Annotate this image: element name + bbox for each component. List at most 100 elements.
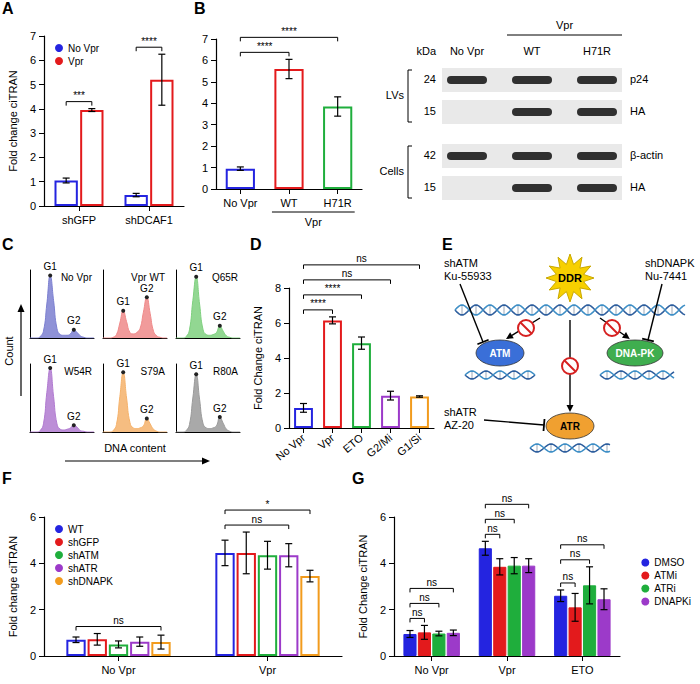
svg-text:shGFP: shGFP: [68, 537, 99, 548]
svg-text:G1/Si: G1/Si: [395, 431, 424, 458]
svg-text:6: 6: [380, 511, 386, 523]
svg-text:15: 15: [424, 105, 436, 117]
svg-text:shDNAPK: shDNAPK: [68, 576, 113, 587]
svg-text:p24: p24: [630, 73, 648, 85]
svg-text:6: 6: [30, 54, 36, 66]
svg-text:G1: G1: [117, 296, 131, 307]
svg-text:DNA-PK: DNA-PK: [616, 348, 656, 359]
svg-text:2: 2: [30, 604, 36, 616]
svg-text:2: 2: [202, 140, 208, 152]
svg-text:ATM: ATM: [490, 348, 511, 359]
svg-text:4: 4: [202, 97, 208, 109]
svg-text:ns: ns: [570, 548, 581, 559]
svg-text:DNAPKi: DNAPKi: [654, 596, 691, 607]
svg-text:4: 4: [30, 103, 36, 115]
svg-text:WT: WT: [280, 197, 297, 209]
svg-text:H71R: H71R: [324, 197, 352, 209]
svg-text:shATR: shATR: [444, 406, 477, 418]
svg-text:No Vpr: No Vpr: [273, 431, 307, 462]
svg-text:G2: G2: [213, 311, 227, 322]
svg-text:G1: G1: [44, 261, 58, 272]
svg-text:Vpr: Vpr: [498, 664, 515, 676]
svg-text:3: 3: [30, 127, 36, 139]
svg-text:Vpr: Vpr: [556, 19, 573, 31]
svg-text:Q65R: Q65R: [212, 272, 238, 283]
svg-text:kDa: kDa: [416, 45, 436, 57]
svg-text:shATR: shATR: [68, 563, 98, 574]
svg-text:Fold Change ciTRAN: Fold Change ciTRAN: [252, 306, 264, 410]
svg-text:shGFP: shGFP: [62, 214, 96, 226]
svg-text:****: ****: [310, 298, 326, 309]
svg-text:DDR: DDR: [558, 272, 582, 284]
svg-text:No Vpr: No Vpr: [223, 197, 258, 209]
svg-text:G1: G1: [190, 262, 204, 273]
svg-text:Count: Count: [3, 336, 15, 365]
svg-text:No Vpr: No Vpr: [450, 45, 485, 57]
svg-text:W54R: W54R: [64, 366, 92, 377]
svg-text:G2: G2: [67, 315, 81, 326]
svg-text:R80A: R80A: [213, 366, 238, 377]
svg-text:ns: ns: [502, 493, 513, 504]
svg-text:4: 4: [380, 557, 386, 569]
svg-text:ns: ns: [577, 533, 588, 544]
svg-text:ETO: ETO: [340, 431, 365, 455]
svg-text:****: ****: [141, 36, 157, 47]
svg-text:ATMi: ATMi: [654, 570, 677, 581]
svg-text:1: 1: [30, 176, 36, 188]
svg-text:Vpr: Vpr: [259, 664, 276, 676]
svg-text:AZ-20: AZ-20: [444, 419, 474, 431]
svg-text:Cells: Cells: [380, 165, 405, 177]
svg-text:ns: ns: [487, 523, 498, 534]
svg-text:15: 15: [424, 181, 436, 193]
svg-text:24: 24: [424, 73, 436, 85]
svg-text:Fold change ciTRAN: Fold change ciTRAN: [7, 70, 19, 172]
svg-text:ns: ns: [356, 253, 367, 264]
svg-text:7: 7: [202, 33, 208, 45]
svg-text:G2: G2: [67, 411, 81, 422]
svg-text:0: 0: [380, 650, 386, 662]
svg-text:Ku-55933: Ku-55933: [444, 270, 492, 282]
svg-text:S79A: S79A: [141, 366, 166, 377]
svg-text:ETO: ETO: [571, 664, 594, 676]
svg-text:0: 0: [275, 422, 281, 434]
svg-text:4: 4: [275, 352, 281, 364]
svg-text:****: ****: [281, 26, 297, 37]
svg-text:1: 1: [202, 162, 208, 174]
svg-text:8: 8: [275, 282, 281, 294]
svg-text:Nu-7441: Nu-7441: [645, 270, 687, 282]
svg-text:HA: HA: [630, 181, 646, 193]
svg-text:ns: ns: [563, 571, 574, 582]
svg-text:2: 2: [275, 387, 281, 399]
svg-text:****: ****: [325, 283, 341, 294]
svg-text:Vpr: Vpr: [68, 56, 84, 67]
svg-text:G1: G1: [44, 354, 58, 365]
svg-text:G1: G1: [190, 360, 204, 371]
svg-text:5: 5: [202, 76, 208, 88]
svg-text:Fold change ciTRAN: Fold change ciTRAN: [7, 536, 19, 638]
svg-text:0: 0: [30, 650, 36, 662]
svg-text:ns: ns: [412, 607, 423, 618]
svg-text:0: 0: [30, 200, 36, 212]
svg-text:LVs: LVs: [386, 89, 405, 101]
svg-text:*: *: [266, 499, 270, 510]
svg-text:6: 6: [202, 54, 208, 66]
svg-text:DMSO: DMSO: [654, 557, 684, 568]
svg-text:2: 2: [30, 151, 36, 163]
svg-text:G1: G1: [117, 358, 131, 369]
svg-text:No Vpr: No Vpr: [101, 664, 136, 676]
svg-text:WT: WT: [68, 524, 84, 535]
svg-text:G2: G2: [140, 283, 154, 294]
svg-text:G2/Mi: G2/Mi: [364, 431, 394, 459]
svg-text:4: 4: [30, 557, 36, 569]
svg-text:ATR: ATR: [560, 421, 581, 432]
svg-text:G2: G2: [140, 404, 154, 415]
svg-text:DNA content: DNA content: [104, 442, 166, 454]
svg-text:No Vpr: No Vpr: [61, 272, 93, 283]
svg-text:3: 3: [202, 119, 208, 131]
svg-text:ATRi: ATRi: [654, 583, 675, 594]
svg-text:****: ****: [257, 41, 273, 52]
svg-text:Fold Change ciTRAN: Fold Change ciTRAN: [357, 534, 369, 638]
svg-text:ns: ns: [494, 508, 505, 519]
svg-text:HA: HA: [630, 105, 646, 117]
svg-text:6: 6: [275, 317, 281, 329]
